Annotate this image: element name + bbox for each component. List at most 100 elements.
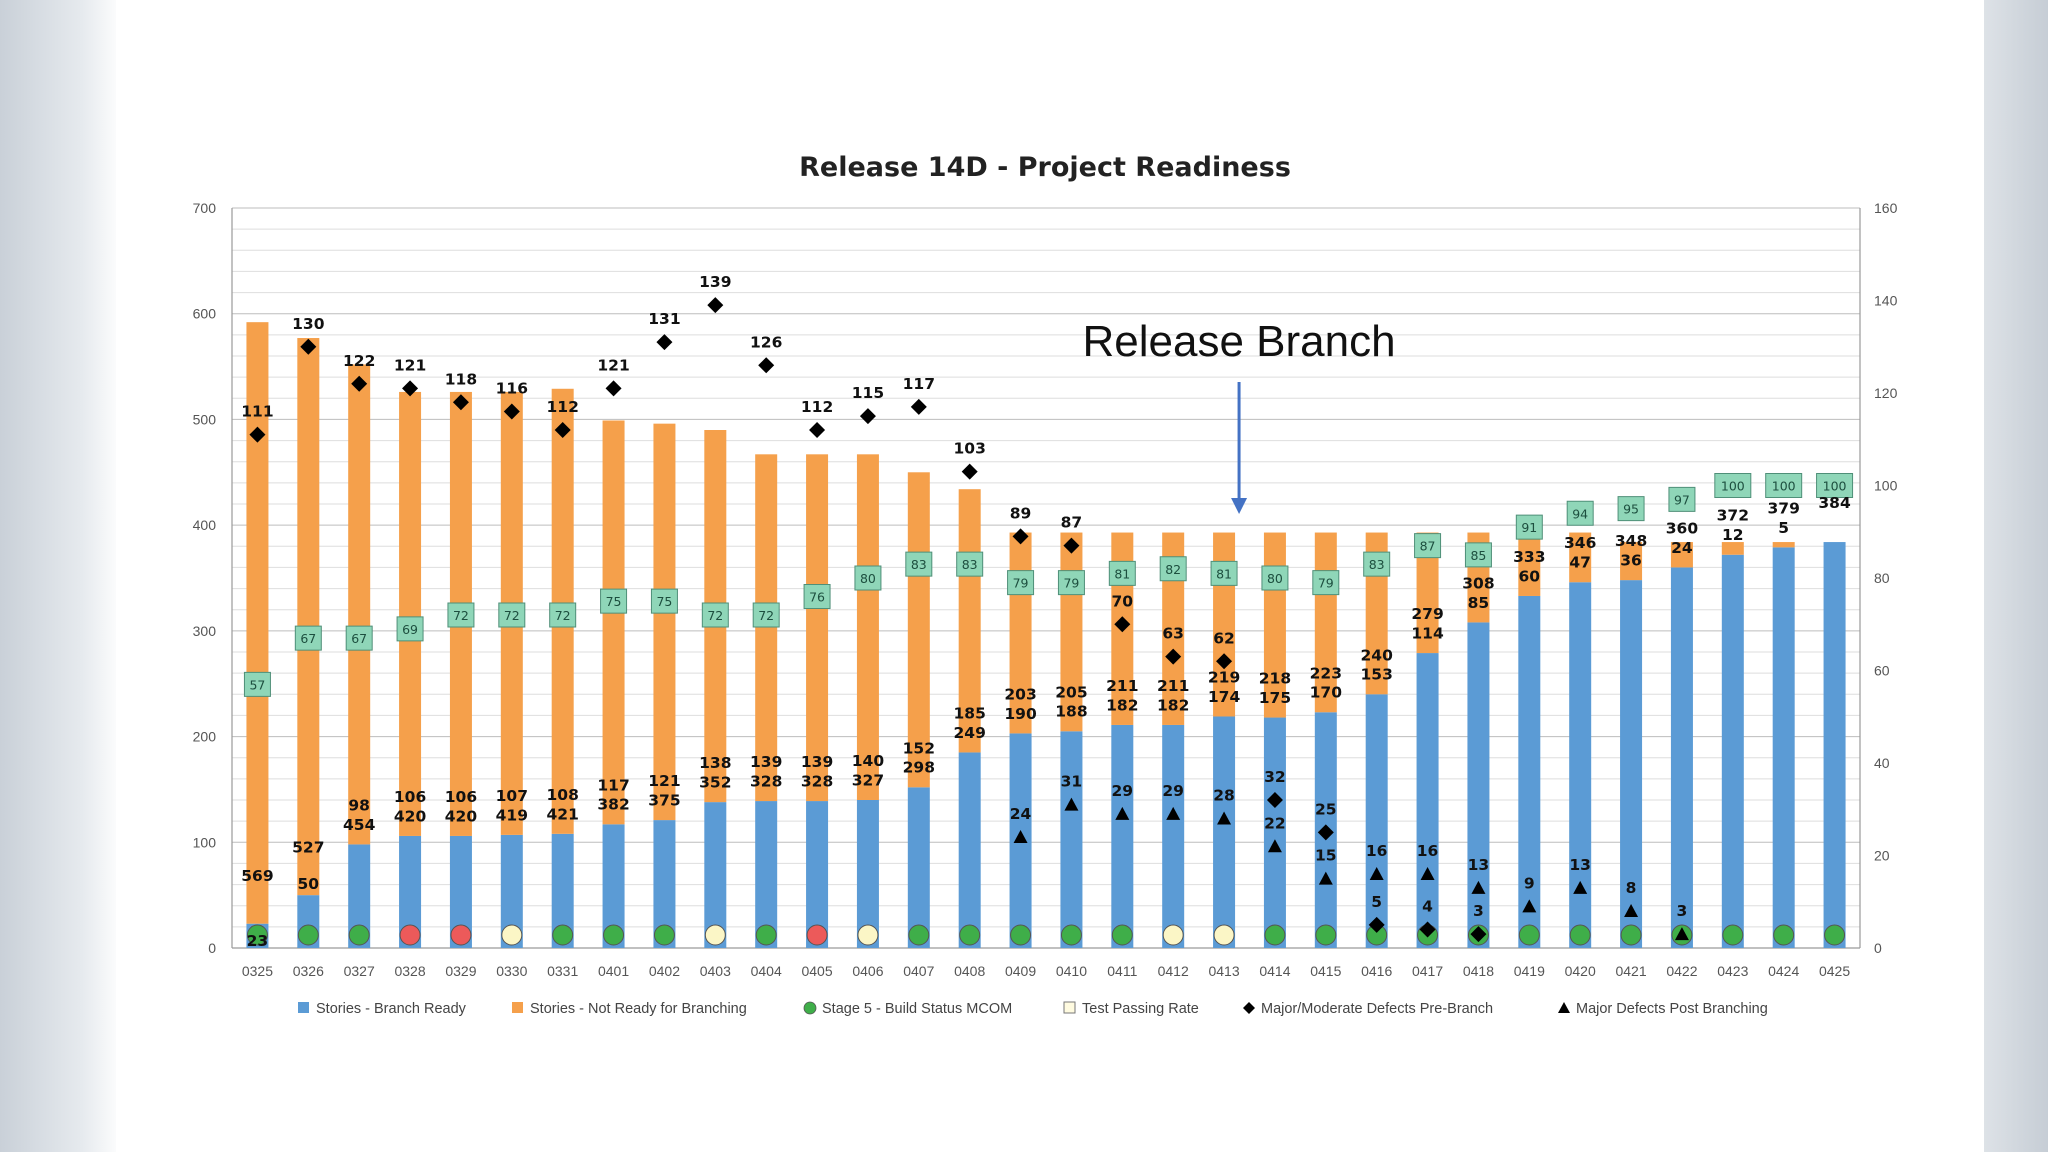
legend-swatch bbox=[1558, 1002, 1570, 1013]
x-tick-label: 0326 bbox=[293, 963, 324, 979]
test-passing-rate-label: 83 bbox=[1369, 557, 1385, 572]
not-ready-label: 352 bbox=[699, 774, 731, 792]
defect-pre-branch-label: 131 bbox=[648, 310, 680, 328]
x-tick-label: 0408 bbox=[954, 963, 985, 979]
x-tick-label: 0402 bbox=[649, 963, 680, 979]
chart-title: Release 14D - Project Readiness bbox=[799, 152, 1291, 183]
defect-pre-branch-label: 126 bbox=[750, 333, 782, 351]
build-status-marker bbox=[1264, 924, 1286, 946]
legend-swatch bbox=[1243, 1002, 1255, 1014]
y-tick-label: 400 bbox=[193, 517, 217, 533]
test-passing-rate-label: 85 bbox=[1470, 548, 1486, 563]
y-tick-label: 200 bbox=[193, 729, 217, 745]
defect-pre-branch-marker bbox=[503, 403, 520, 420]
bar-branch-ready bbox=[1670, 567, 1693, 948]
branch-ready-label: 117 bbox=[597, 776, 629, 794]
y2-tick-label: 160 bbox=[1874, 200, 1898, 216]
defect-pre-branch-marker bbox=[1266, 792, 1283, 808]
defect-post-branch-label: 29 bbox=[1162, 782, 1184, 800]
project-readiness-chart: Release 14D - Project Readiness 0 100 200 3… bbox=[193, 152, 1898, 1017]
build-status-marker bbox=[246, 924, 268, 946]
bar-not-ready bbox=[399, 391, 422, 836]
build-status-marker bbox=[1518, 924, 1540, 946]
gridlines bbox=[232, 207, 1860, 949]
bar-not-ready bbox=[1721, 542, 1744, 555]
bar-branch-ready bbox=[1416, 653, 1439, 948]
bar-not-ready bbox=[1518, 532, 1541, 596]
build-status-marker bbox=[908, 924, 930, 946]
legend-swatch bbox=[298, 1002, 309, 1013]
branch-ready-label: 223 bbox=[1310, 664, 1342, 682]
bar-not-ready bbox=[907, 472, 930, 788]
test-passing-rate-label: 95 bbox=[1623, 502, 1639, 517]
bar-branch-ready bbox=[1263, 717, 1286, 948]
defect-post-branch-marker bbox=[1318, 871, 1333, 885]
test-passing-rate-label: 87 bbox=[1420, 539, 1436, 554]
test-passing-rate-marker bbox=[549, 602, 577, 628]
branch-ready-label: 203 bbox=[1004, 685, 1036, 703]
test-passing-rate-marker bbox=[1363, 551, 1391, 577]
defect-pre-branch-label: 117 bbox=[903, 375, 935, 393]
defect-pre-branch-label: 25 bbox=[1315, 800, 1337, 818]
defect-post-branch-label: 28 bbox=[1213, 787, 1235, 805]
bar-branch-ready bbox=[449, 835, 472, 948]
defect-pre-branch-label: 103 bbox=[954, 440, 986, 458]
defect-pre-branch-marker bbox=[859, 408, 876, 425]
y2-tick-label: 80 bbox=[1874, 570, 1890, 586]
test-passing-rate-marker bbox=[1566, 500, 1594, 526]
branch-ready-label: 106 bbox=[445, 788, 477, 806]
bar-branch-ready bbox=[755, 801, 778, 948]
defect-post-branch-marker bbox=[1420, 867, 1435, 880]
x-tick-label: 0424 bbox=[1768, 963, 1799, 979]
x-tick-label: 0414 bbox=[1259, 963, 1290, 979]
defect-pre-branch-marker bbox=[1012, 528, 1029, 545]
defect-pre-branch-marker bbox=[1114, 616, 1131, 633]
not-ready-label: 24 bbox=[1671, 539, 1693, 557]
defect-pre-branch-marker bbox=[1216, 653, 1233, 670]
test-passing-rate-label: 100 bbox=[1772, 479, 1796, 494]
test-passing-rate-marker bbox=[752, 602, 780, 628]
defect-post-branch-label: 3 bbox=[1677, 902, 1688, 920]
bar-branch-ready bbox=[1772, 547, 1795, 948]
y-tick-label: 600 bbox=[193, 306, 217, 322]
legend-label: Stage 5 - Build Status MCOM bbox=[822, 1001, 1012, 1017]
y2-tick-label: 120 bbox=[1874, 385, 1898, 401]
defect-post-branch-marker bbox=[1064, 797, 1079, 811]
branch-ready-label: 384 bbox=[1818, 494, 1851, 512]
branch-ready-label: 279 bbox=[1411, 605, 1443, 623]
defect-pre-branch-marker bbox=[1063, 537, 1080, 554]
x-tick-label: 0412 bbox=[1158, 963, 1189, 979]
defect-pre-branch-label: 111 bbox=[241, 403, 273, 421]
test-passing-rate-marker bbox=[1668, 486, 1696, 512]
test-passing-rate-marker bbox=[650, 588, 678, 614]
branch-ready-label: 121 bbox=[648, 772, 680, 790]
defect-pre-branch-marker bbox=[554, 422, 571, 438]
defect-pre-branch-label: 87 bbox=[1061, 514, 1083, 532]
defect-pre-branch-marker bbox=[1317, 824, 1334, 841]
bar-branch-ready bbox=[1620, 580, 1643, 948]
x-tick-label: 0418 bbox=[1463, 963, 1494, 979]
test-passing-rate-label: 79 bbox=[1013, 576, 1029, 591]
y2-tick-label: 0 bbox=[1874, 940, 1882, 956]
x-tick-label: 0410 bbox=[1056, 963, 1087, 979]
bar-branch-ready bbox=[1467, 622, 1490, 948]
bar-not-ready bbox=[755, 454, 778, 802]
test-passing-rate-label: 80 bbox=[1267, 571, 1283, 586]
branch-ready-label: 50 bbox=[298, 875, 320, 893]
defect-post-branch-label: 15 bbox=[1315, 847, 1337, 865]
x-tick-label: 0421 bbox=[1615, 963, 1646, 979]
x-tick-label: 0416 bbox=[1361, 963, 1392, 979]
test-passing-rate-label: 72 bbox=[453, 608, 469, 623]
y-tick-label: 700 bbox=[193, 200, 217, 216]
not-ready-label: 420 bbox=[445, 807, 478, 825]
defect-pre-branch-marker bbox=[1419, 921, 1436, 938]
test-passing-rate-label: 94 bbox=[1572, 506, 1588, 521]
branch-ready-label: 211 bbox=[1106, 677, 1138, 695]
defect-pre-branch-label: 62 bbox=[1213, 629, 1235, 647]
defect-pre-branch-marker bbox=[809, 422, 826, 438]
defect-pre-branch-label: 121 bbox=[394, 356, 426, 374]
branch-ready-label: 138 bbox=[699, 754, 731, 772]
build-status-marker bbox=[1824, 924, 1846, 946]
not-ready-label: 182 bbox=[1106, 696, 1138, 714]
not-ready-label: 175 bbox=[1259, 689, 1291, 707]
